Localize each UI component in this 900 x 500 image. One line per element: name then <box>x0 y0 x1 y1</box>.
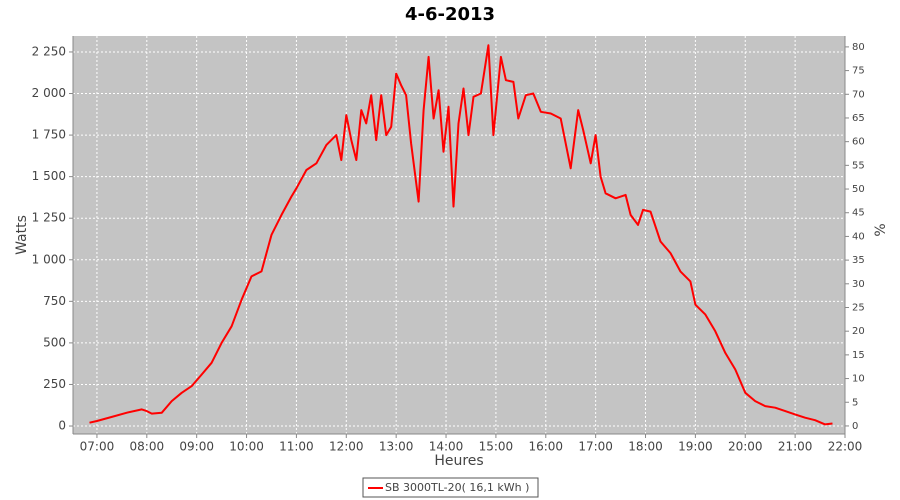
x-tick-label: 20:00 <box>728 440 763 454</box>
y-tick-label: 750 <box>43 294 66 308</box>
y2-tick-label: 10 <box>852 374 865 385</box>
x-tick-label: 09:00 <box>179 440 214 454</box>
y2-tick-label: 60 <box>852 137 865 148</box>
y2-tick-label: 0 <box>852 421 858 432</box>
y2-tick-label: 30 <box>852 279 865 290</box>
x-tick-label: 21:00 <box>778 440 813 454</box>
x-tick-label: 15:00 <box>479 440 514 454</box>
y2-tick-label: 25 <box>852 302 865 313</box>
y2-tick-label: 40 <box>852 231 865 242</box>
y-tick-label: 0 <box>58 419 66 433</box>
y2-axis-label: % <box>873 223 889 236</box>
y-tick-label: 1 000 <box>32 252 66 266</box>
y-tick-label: 1 250 <box>32 211 66 225</box>
legend <box>362 477 539 498</box>
y2-tick-label: 5 <box>852 397 858 408</box>
y2-tick-label: 65 <box>852 113 865 124</box>
y2-tick-label: 50 <box>852 184 865 195</box>
x-tick-label: 19:00 <box>678 440 713 454</box>
x-tick-label: 16:00 <box>528 440 563 454</box>
y-tick-label: 2 000 <box>32 86 66 100</box>
y2-tick-label: 20 <box>852 326 865 337</box>
y-tick-label: 500 <box>43 335 66 349</box>
y-axis-label: Watts <box>14 215 30 255</box>
x-tick-label: 18:00 <box>628 440 663 454</box>
y-tick-label: 1 750 <box>32 128 66 142</box>
y2-tick-label: 15 <box>852 350 865 361</box>
x-tick-label: 07:00 <box>80 440 115 454</box>
x-tick-label: 17:00 <box>578 440 613 454</box>
series-line <box>89 44 833 426</box>
x-tick-label: 22:00 <box>828 440 863 454</box>
x-axis-label: Heures <box>434 453 483 469</box>
legend-label: SB 3000TL-20( 16,1 kWh ) <box>385 481 529 494</box>
chart-title: 4-6-2013 <box>405 4 495 25</box>
y2-tick-label: 35 <box>852 255 865 266</box>
y-tick-label: 2 250 <box>32 44 66 58</box>
y-tick-label: 1 500 <box>32 169 66 183</box>
y2-tick-label: 45 <box>852 208 865 219</box>
y2-tick-label: 80 <box>852 42 865 53</box>
y2-tick-label: 70 <box>852 89 865 100</box>
x-tick-label: 10:00 <box>229 440 264 454</box>
x-tick-label: 14:00 <box>429 440 464 454</box>
y2-tick-label: 55 <box>852 160 865 171</box>
x-tick-label: 13:00 <box>379 440 414 454</box>
x-tick-label: 11:00 <box>279 440 314 454</box>
plot-area <box>73 36 845 434</box>
x-tick-label: 08:00 <box>130 440 165 454</box>
y-tick-label: 250 <box>43 377 66 391</box>
y2-tick-label: 75 <box>852 66 865 77</box>
x-tick-label: 12:00 <box>329 440 364 454</box>
